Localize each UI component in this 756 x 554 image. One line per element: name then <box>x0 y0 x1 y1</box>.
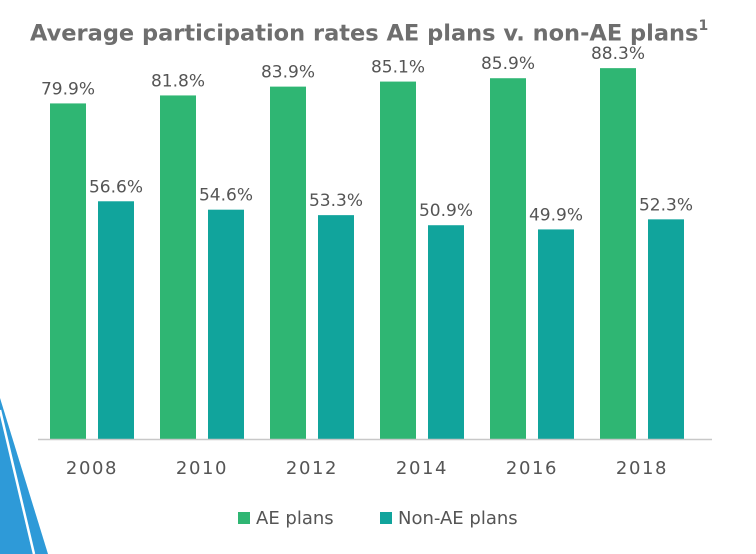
x-tick-label-2016: 2016 <box>506 458 558 479</box>
legend-swatch-non-ae <box>380 512 392 524</box>
x-tick-label-2010: 2010 <box>176 458 228 479</box>
bar-non-ae-2010 <box>208 209 244 439</box>
corner-decoration-stroke <box>0 409 36 554</box>
data-label-ae-2014: 85.1% <box>371 58 425 78</box>
bars-layer <box>50 68 684 440</box>
x-tick-label-2018: 2018 <box>616 458 668 479</box>
corner-decoration <box>0 398 48 554</box>
bar-ae-2010 <box>160 95 196 439</box>
bar-non-ae-2016 <box>538 229 574 439</box>
bar-ae-2014 <box>380 81 416 439</box>
chart-title-text: Average participation rates AE plans v. … <box>30 20 699 47</box>
chart-title: Average participation rates AE plans v. … <box>30 18 709 47</box>
data-label-non-ae-2014: 50.9% <box>419 201 473 221</box>
title-footnote-marker: 1 <box>698 18 709 34</box>
legend-swatch-ae <box>238 512 250 524</box>
bar-ae-2012 <box>270 86 306 440</box>
legend-label-ae: AE plans <box>256 508 334 529</box>
data-label-non-ae-2012: 53.3% <box>309 191 363 211</box>
bar-non-ae-2008 <box>98 201 134 439</box>
legend-label-non-ae: Non-AE plans <box>398 508 518 529</box>
bar-non-ae-2018 <box>648 219 684 439</box>
bar-non-ae-2014 <box>428 225 464 439</box>
data-label-non-ae-2008: 56.6% <box>89 177 143 197</box>
x-tick-label-2008: 2008 <box>66 458 118 479</box>
data-label-ae-2012: 83.9% <box>261 63 315 83</box>
data-label-non-ae-2010: 54.6% <box>199 186 253 206</box>
bar-non-ae-2012 <box>318 215 354 439</box>
data-label-ae-2016: 85.9% <box>481 54 535 74</box>
bar-ae-2008 <box>50 103 86 440</box>
data-label-ae-2008: 79.9% <box>41 79 95 99</box>
x-tick-label-2014: 2014 <box>396 458 448 479</box>
x-tick-label-2012: 2012 <box>286 458 338 479</box>
bar-ae-2018 <box>600 68 636 439</box>
data-label-non-ae-2016: 49.9% <box>529 205 583 225</box>
data-label-non-ae-2018: 52.3% <box>639 195 693 215</box>
labels-layer: 79.9% 56.6% 81.8% 54.6% 83.9% 53.3% 85.1% 50.9%… <box>41 44 693 225</box>
data-label-ae-2018: 88.3% <box>591 44 645 64</box>
legend: AE plans Non-AE plans <box>238 508 518 529</box>
data-label-ae-2010: 81.8% <box>151 71 205 91</box>
x-tick-labels: 2008 2010 2012 2014 2016 2018 <box>66 458 668 479</box>
bar-ae-2016 <box>490 78 526 439</box>
